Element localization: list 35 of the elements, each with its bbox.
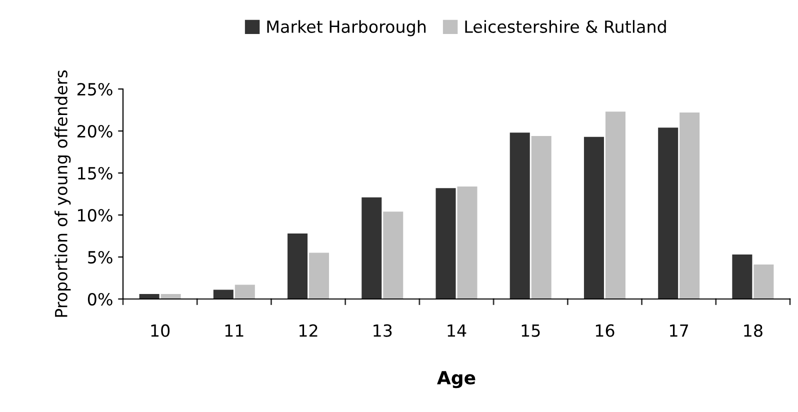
x-tick-label: 11	[225, 324, 244, 337]
bar	[531, 136, 552, 299]
y-axis-title: Proportion of young offenders	[54, 70, 71, 317]
y-tick-label: 5%	[88, 250, 112, 264]
bar	[510, 132, 530, 299]
x-tick-label: 13	[374, 324, 392, 337]
bar	[584, 136, 604, 299]
bar	[680, 112, 700, 299]
bar	[732, 254, 752, 299]
bar	[754, 264, 774, 299]
bar	[457, 186, 478, 299]
bar	[288, 233, 308, 299]
legend-label: Leicestershire & Rutland	[465, 20, 666, 33]
x-tick-label: 12	[300, 324, 318, 337]
x-tick-label: 16	[596, 324, 614, 337]
y-tick-label: 20%	[77, 124, 112, 138]
y-tick-label: 10%	[78, 208, 112, 222]
x-tick-label: 18	[744, 324, 762, 337]
x-tick-label: 14	[448, 324, 466, 337]
x-tick-label: 15	[522, 324, 540, 337]
y-tick-label: 25%	[77, 82, 112, 96]
legend-label: Market Harborough	[267, 20, 426, 36]
bar	[436, 188, 456, 299]
bar	[658, 128, 678, 299]
bar	[234, 284, 255, 299]
x-tick-label: 10	[151, 324, 170, 337]
bar	[309, 252, 330, 299]
bar	[605, 112, 626, 299]
y-tick-label: 0%	[88, 292, 112, 306]
x-axis-title: Age	[437, 371, 476, 388]
bar	[362, 197, 382, 299]
bar	[213, 290, 234, 299]
x-tick-label: 17	[670, 324, 688, 337]
y-tick-label: 15%	[78, 166, 112, 180]
bar	[383, 212, 404, 299]
